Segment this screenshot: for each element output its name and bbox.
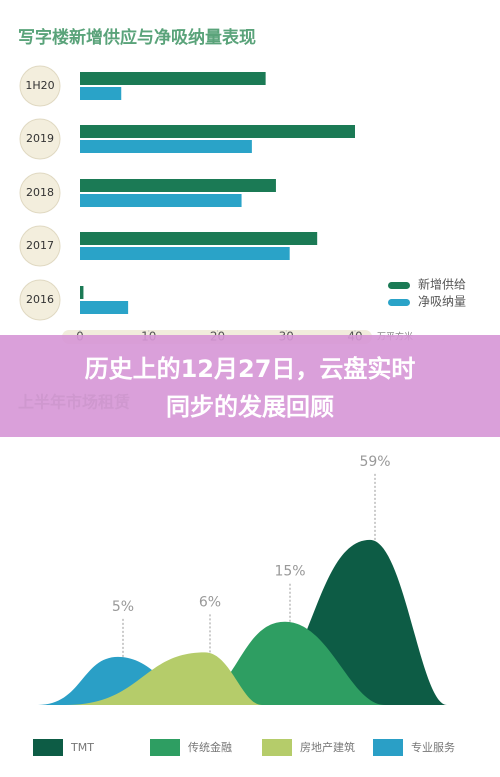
category-badge (19, 225, 61, 267)
category-badge (19, 172, 61, 214)
bar (80, 247, 290, 260)
y-tick-label: 2019 (26, 132, 54, 145)
banner-bg (0, 335, 500, 437)
legend-swatch (373, 739, 403, 756)
banner-line: 历史上的12月27日，云盘实时 (85, 355, 416, 383)
bar (80, 232, 318, 245)
bar (80, 125, 355, 138)
y-tick-label: 2016 (26, 293, 54, 306)
value-label: 59% (359, 454, 390, 470)
value-label: 5% (112, 599, 134, 615)
category-badge (19, 65, 61, 107)
y-tick-label: 2017 (26, 239, 54, 252)
legend-label: 房地产建筑 (300, 740, 355, 754)
chart-title: 写字楼新增供应与净吸纳量表现 (18, 27, 256, 48)
legend-swatch (33, 739, 63, 756)
legend-swatch (388, 282, 410, 289)
y-tick-label: 2018 (26, 186, 54, 199)
legend-swatch (150, 739, 180, 756)
legend-label: 专业服务 (411, 740, 455, 754)
legend-label: TMT (70, 741, 94, 754)
bar (80, 87, 122, 100)
legend-label: 新增供给 (418, 277, 466, 292)
legend-label: 净吸纳量 (418, 295, 466, 309)
mountain (65, 652, 262, 705)
value-label: 15% (274, 564, 305, 580)
y-tick-label: 1H20 (25, 79, 54, 92)
bar (80, 72, 266, 85)
value-label: 6% (199, 594, 221, 610)
bar (80, 286, 84, 299)
category-badge (19, 279, 61, 321)
banner-line: 同步的发展回顾 (166, 393, 334, 421)
bar (80, 140, 252, 153)
category-badge (19, 118, 61, 160)
legend-swatch (388, 299, 410, 306)
banner: 历史上的12月27日，云盘实时 同步的发展回顾 (0, 335, 500, 437)
bar (80, 179, 276, 192)
legend-label: 传统金融 (188, 740, 232, 754)
bar (80, 301, 129, 314)
bar (80, 194, 242, 207)
legend-swatch (262, 739, 292, 756)
